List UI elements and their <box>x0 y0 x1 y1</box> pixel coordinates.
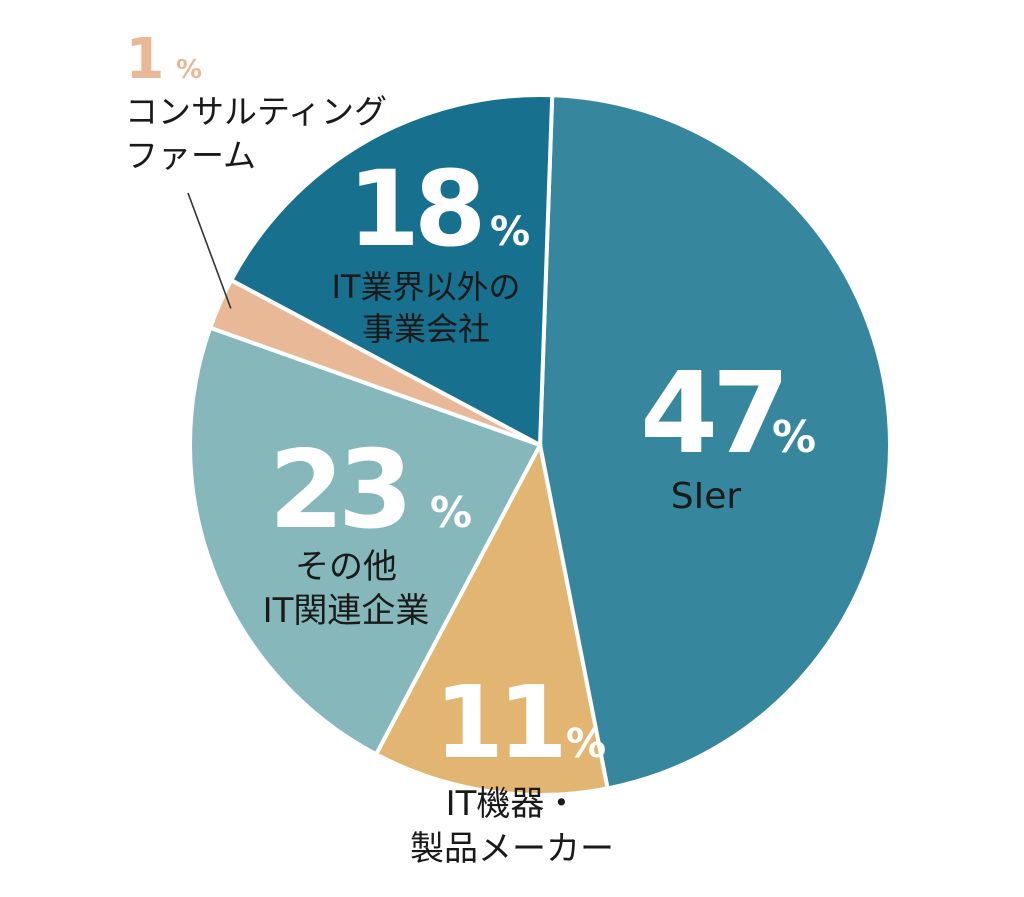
pie-slices <box>188 93 893 797</box>
value-label-2: 11 <box>434 664 561 781</box>
value-label-5: 18 <box>348 148 481 270</box>
category-label-3-line-2: IT関連企業 <box>263 591 430 631</box>
percent-sign-2: % <box>566 721 606 767</box>
value-label-4: 1 <box>126 27 162 92</box>
percent-sign-3: % <box>430 488 472 537</box>
percent-sign-4: % <box>176 55 202 85</box>
category-label-4-line-1: コンサルティング <box>125 92 387 131</box>
category-label-5-line-1: IT業界以外の <box>332 268 521 306</box>
pie-slice-3 <box>188 325 543 757</box>
percent-sign-1: % <box>772 412 816 463</box>
category-label-1-line-1: SIer <box>671 476 742 517</box>
value-label-3: 23 <box>269 428 407 553</box>
pie-slice-2 <box>373 439 610 797</box>
percent-sign-5: % <box>490 209 530 255</box>
value-label-1: 47 <box>640 349 784 479</box>
pie-slice-1 <box>537 93 893 791</box>
category-label-5-line-2: 事業会社 <box>362 310 490 348</box>
category-label-4-line-2: ファーム <box>125 136 256 175</box>
category-label-2-line-2: 製品メーカー <box>410 829 614 869</box>
category-label-2-line-1: IT機器・ <box>446 784 579 824</box>
leader-line <box>187 192 232 309</box>
pie-slice-5 <box>228 93 555 449</box>
category-label-3-line-1: その他 <box>295 547 397 587</box>
